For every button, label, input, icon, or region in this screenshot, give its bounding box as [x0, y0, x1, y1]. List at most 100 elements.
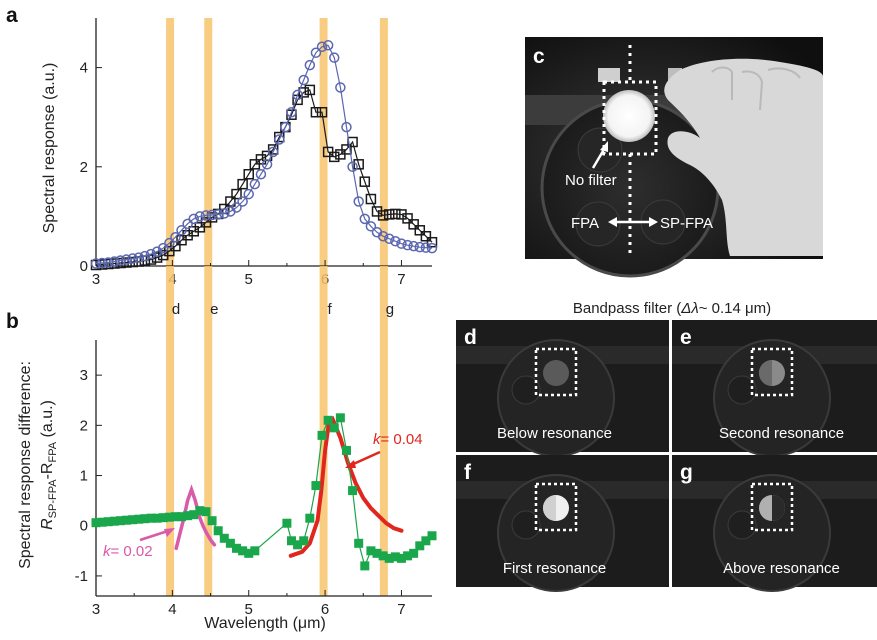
data-point-0-1: [280, 121, 291, 133]
data-point-1-0: [219, 533, 229, 543]
photo-f-dotted-box: [534, 482, 578, 532]
data-point-0-0: [243, 168, 254, 180]
data-point-0-0: [341, 144, 352, 155]
data-point-0-1: [164, 237, 175, 249]
data-point-0-1: [377, 230, 389, 242]
y-axis-label-a: Spectral response (a.u.): [41, 63, 58, 234]
data-point-1-0: [122, 515, 132, 525]
panel-letter-a: a: [6, 4, 18, 27]
photo-e-letter: e: [680, 326, 692, 349]
data-point-0-0: [347, 136, 358, 148]
x-tick-label-0-0: 3: [92, 271, 100, 288]
x-tick-label-1-4: 7: [397, 601, 405, 618]
photo-g-dotted-box: [750, 482, 794, 532]
data-point-1-0: [335, 413, 345, 423]
data-point-0-1: [170, 231, 181, 243]
data-point-0-1: [90, 258, 102, 269]
data-point-1-0: [128, 515, 138, 525]
y-tick-label-1-4: 3: [80, 367, 88, 384]
data-point-0-0: [383, 209, 395, 220]
data-point-1-0: [103, 517, 113, 527]
x-axis-label-b: Wavelength (μm): [204, 615, 326, 632]
data-point-0-0: [390, 208, 401, 220]
data-point-0-1: [96, 257, 108, 269]
data-point-1-0: [189, 510, 199, 520]
data-point-1-0: [378, 551, 388, 561]
x-tick-label-0-4: 7: [397, 271, 405, 288]
photo-e-dotted-box: [750, 347, 794, 397]
data-point-1-0: [427, 531, 437, 541]
data-point-1-0: [293, 540, 303, 550]
data-point-1-0: [109, 516, 119, 526]
data-point-0-0: [353, 159, 364, 170]
data-point-0-0: [377, 210, 389, 221]
band-1-0: [166, 340, 175, 596]
data-point-0-1: [127, 253, 138, 264]
x-tick-label-0-2: 5: [245, 271, 253, 288]
fit-label-k004: k= 0.04: [373, 431, 423, 448]
data-point-0-1: [396, 238, 407, 249]
data-point-1-0: [409, 548, 419, 558]
y-axis-label-b-line2: RSP-FPA-RFPA (a.u.): [39, 400, 59, 530]
bandpass-title: Bandpass filter (Δλ~ 0.14 μm): [573, 300, 771, 317]
data-point-0-1: [151, 246, 163, 257]
data-point-0-1: [335, 82, 346, 93]
fit-label-k004-value: = 0.04: [381, 431, 423, 448]
data-point-0-0: [414, 225, 426, 236]
data-point-0-1: [121, 254, 132, 265]
data-point-0-0: [420, 230, 432, 242]
data-point-0-1: [390, 235, 401, 247]
data-point-0-1: [304, 59, 316, 71]
data-point-0-1: [298, 74, 309, 86]
photo-grid: d Below resonance e Second resonance f First …: [456, 320, 877, 592]
data-point-1-0: [384, 553, 394, 563]
data-point-0-1: [402, 239, 413, 251]
data-point-1-0: [299, 536, 309, 546]
band-letter-g: g: [386, 301, 394, 318]
plot-b: 3 4 5 6 7 -1 0 1 2 3: [75, 340, 437, 618]
data-point-1-0: [311, 481, 321, 491]
data-point-1-0: [329, 423, 339, 433]
band-0-3: [379, 18, 388, 266]
fit-arrowhead-k004: [345, 460, 356, 468]
data-point-1-0: [421, 536, 431, 546]
fit-curve-1: [288, 415, 404, 558]
data-point-0-1: [274, 134, 285, 145]
data-point-1-0: [115, 516, 125, 526]
bandpass-title-prefix: Bandpass filter (: [573, 300, 681, 317]
series-line-0-1: [96, 44, 433, 265]
data-point-0-1: [194, 211, 206, 222]
x-tick-label-1-3: 6: [321, 601, 329, 618]
data-point-1-0: [354, 538, 364, 548]
data-point-1-0: [177, 512, 187, 522]
ylabel-mid: -R: [39, 463, 56, 480]
fit-arrowhead-k002: [164, 528, 175, 537]
data-point-1-0: [360, 561, 370, 571]
data-point-0-0: [316, 106, 328, 118]
y-axis-label-b-line1: Spectral response difference:: [17, 361, 34, 569]
data-point-0-1: [329, 52, 340, 63]
photo-c: c No filter FPA SP-FPA: [525, 37, 823, 278]
ylabel-r1: R: [39, 518, 56, 530]
band-letter-d: d: [172, 301, 180, 318]
data-point-0-1: [322, 40, 334, 51]
band-connector-3: [379, 266, 388, 340]
data-point-1-0: [140, 514, 150, 524]
photo-f-hole: [511, 510, 541, 540]
band-1-3: [379, 340, 388, 596]
data-point-0-0: [359, 176, 371, 187]
data-point-1-0: [183, 511, 193, 521]
data-point-0-0: [408, 219, 419, 230]
y-tick-label-0-0: 0: [80, 258, 88, 275]
data-point-0-1: [353, 196, 364, 207]
data-point-0-1: [383, 233, 395, 244]
data-point-1-0: [201, 507, 211, 517]
photo-e-half: [759, 360, 772, 386]
data-point-1-0: [244, 548, 254, 558]
ylabel-sub2: FPA: [47, 441, 59, 462]
data-point-0-1: [420, 242, 432, 253]
data-point-0-1: [286, 106, 297, 118]
data-point-0-1: [102, 257, 114, 268]
data-point-0-1: [341, 121, 352, 133]
data-point-0-1: [133, 252, 145, 263]
